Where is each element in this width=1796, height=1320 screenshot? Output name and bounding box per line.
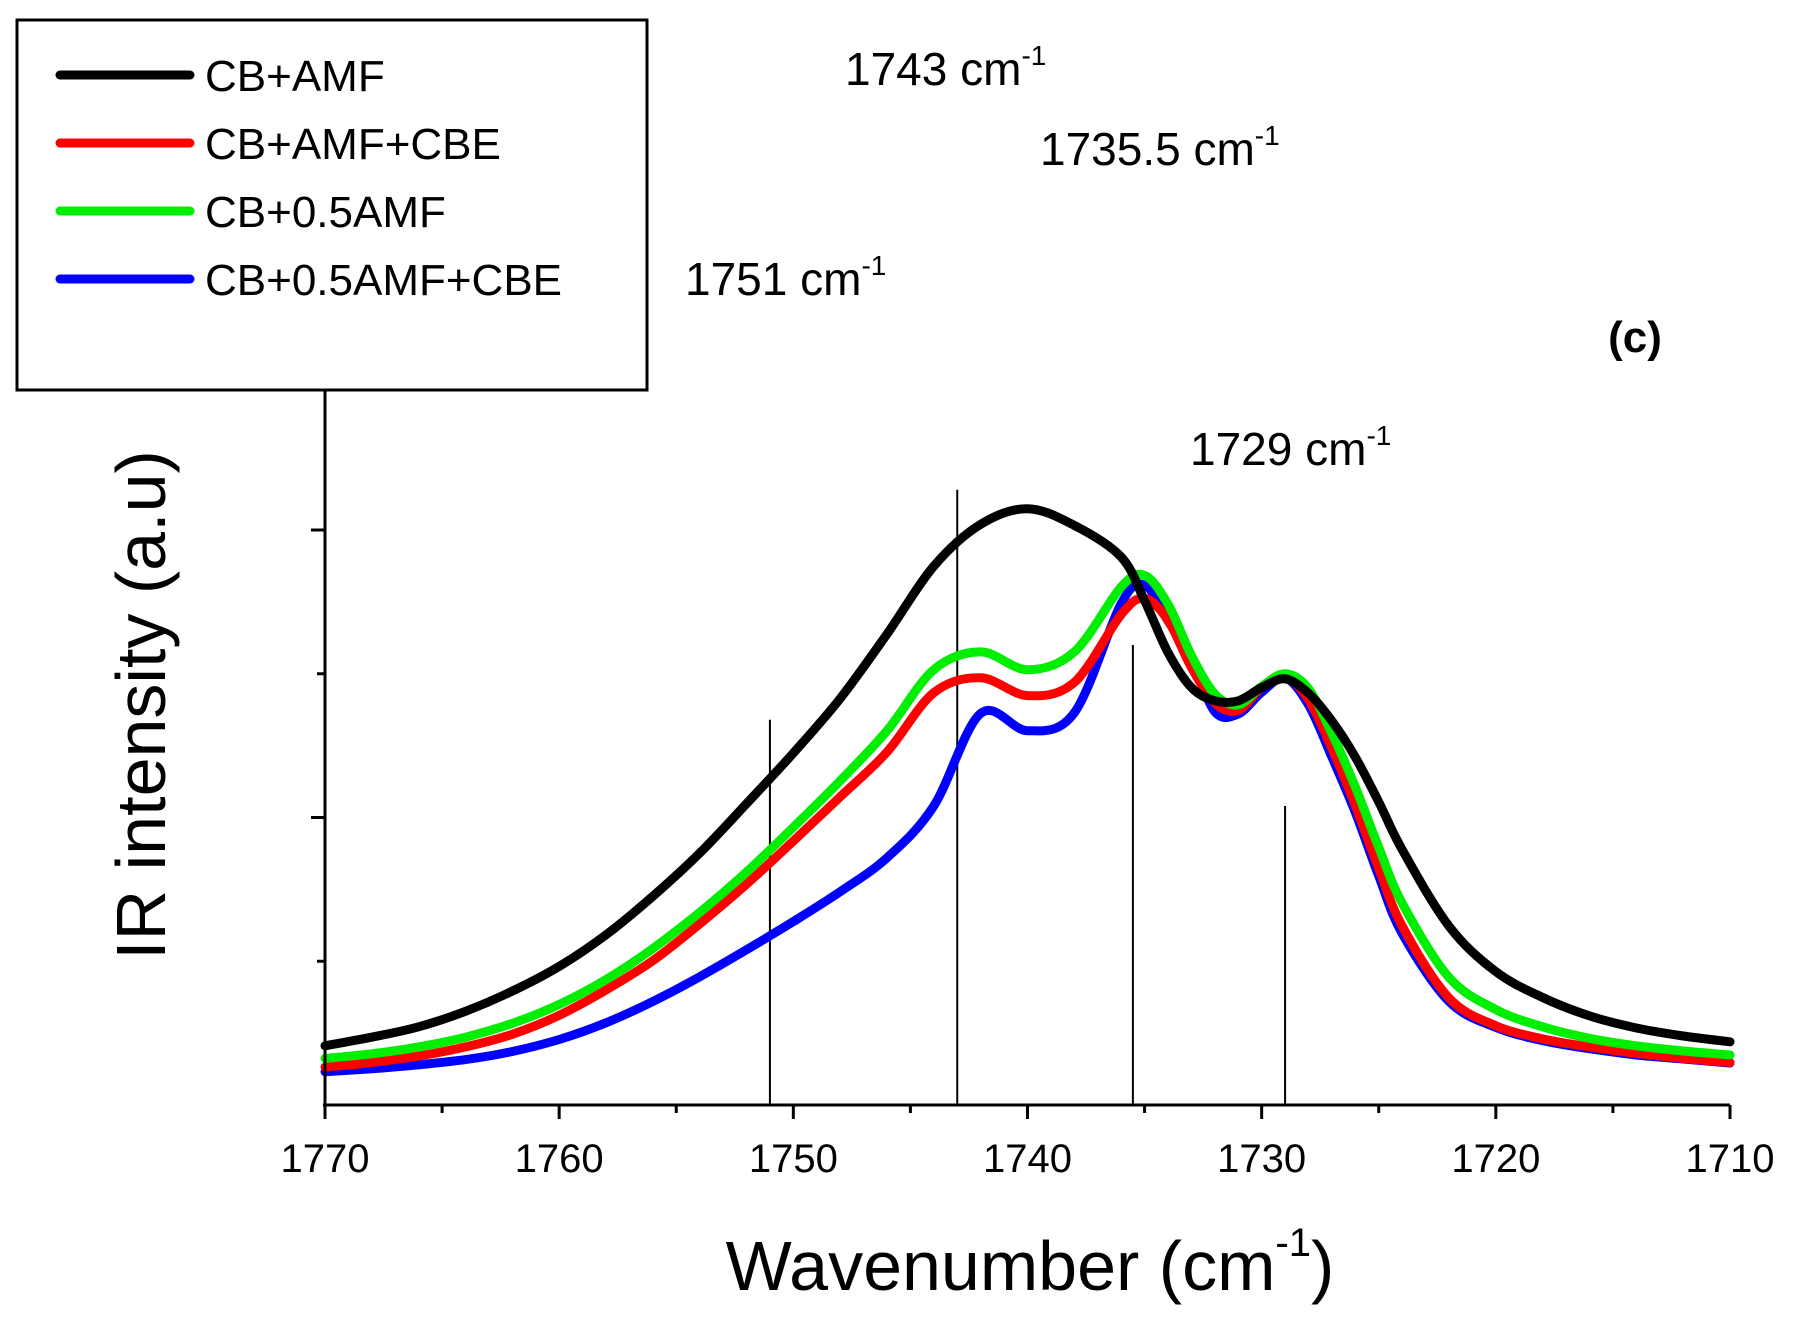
peak-label: 1729 cm-1 (1190, 420, 1391, 475)
peak-label: 1751 cm-1 (685, 250, 886, 305)
peak-label-text: 1735.5 cm (1040, 123, 1255, 175)
legend: CB+AMF CB+AMF+CBE CB+0.5AMF CB+0.5AMF+CBE (15, 18, 649, 392)
x-tick-label: 1730 (1217, 1137, 1306, 1181)
x-tick-label: 1710 (1686, 1137, 1775, 1181)
x-axis-title: Wavenumber (cm-1) (726, 1221, 1335, 1305)
x-axis-title-close: ) (1311, 1227, 1334, 1305)
legend-box (15, 18, 649, 392)
x-tick-label: 1760 (515, 1137, 604, 1181)
legend-label: CB+0.5AMF+CBE (205, 256, 562, 305)
series-lines (320, 504, 1735, 1077)
x-tick-label: 1770 (281, 1137, 370, 1181)
peak-label: 1735.5 cm-1 (1040, 120, 1280, 175)
x-axis-title-main: Wavenumber (cm (726, 1227, 1276, 1305)
legend-label: CB+AMF (205, 52, 385, 101)
legend-items: CB+AMF CB+AMF+CBE CB+0.5AMF CB+0.5AMF+CBE (55, 52, 562, 305)
axis-ticks (311, 528, 1732, 1119)
peak-label: 1743 cm-1 (845, 40, 1046, 95)
axes (323, 380, 1730, 1107)
peak-marker-lines (768, 489, 1287, 1105)
peak-label-sup: -1 (1021, 40, 1046, 71)
y-axis-title: IR intensity (a.u) (102, 450, 180, 960)
peak-label-sup: -1 (1255, 120, 1280, 151)
series-line-cb-0-5amf (320, 569, 1735, 1063)
x-tick-label: 1750 (749, 1137, 838, 1181)
panel-label: (c) (1608, 313, 1662, 362)
x-tick-label: 1720 (1451, 1137, 1540, 1181)
peak-label-sup: -1 (1366, 420, 1391, 451)
peak-label-text: 1751 cm (685, 253, 861, 305)
legend-label: CB+AMF+CBE (205, 120, 501, 169)
series-line-cb-0-5amf-cbe (320, 579, 1735, 1077)
x-tick-label: 1740 (983, 1137, 1072, 1181)
legend-label: CB+0.5AMF (205, 188, 446, 237)
x-axis-title-sup: -1 (1275, 1221, 1311, 1265)
series-line-cb-amf (320, 504, 1735, 1051)
peak-label-text: 1743 cm (845, 43, 1021, 95)
peak-label-sup: -1 (861, 250, 886, 281)
x-tick-labels: 1770 1760 1750 1740 1730 1720 1710 (281, 1137, 1775, 1181)
peak-label-text: 1729 cm (1190, 423, 1366, 475)
